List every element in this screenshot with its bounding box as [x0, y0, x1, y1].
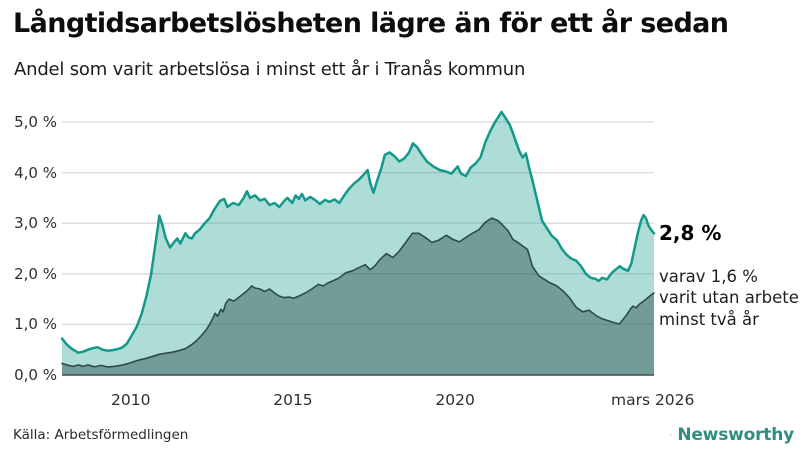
annotation-line-3: minst två år	[659, 309, 759, 329]
x-tick-label: mars 2026	[610, 391, 695, 409]
x-tick-label: 2015	[273, 391, 313, 409]
x-tick-label: 2010	[111, 391, 151, 409]
series-area-2	[62, 218, 654, 375]
series-line-1	[60, 110, 656, 354]
y-tick-label: 2,0 %	[14, 264, 57, 283]
page-title: Långtidsarbetslösheten lägre än för ett …	[13, 8, 729, 39]
brand-logo: Newsworthy	[670, 423, 794, 447]
newsworthy-bar-chart-bubble-icon	[670, 434, 672, 436]
y-tick-label: 3,0 %	[14, 214, 57, 233]
source-attribution: Källa: Arbetsförmedlingen	[13, 427, 189, 443]
series-area-1	[62, 111, 654, 376]
annotation-line-1: varav 1,6 %	[659, 267, 758, 286]
y-tick-label: 1,0 %	[14, 315, 57, 334]
y-tick-label: 4,0 %	[14, 163, 57, 182]
y-tick-label: 0,0 %	[14, 366, 57, 384]
secondary-series-annotation: varav 1,6 % varit utan arbete minst två …	[659, 266, 799, 330]
series-line-2	[61, 217, 655, 368]
y-tick-label: 5,0 %	[14, 113, 57, 131]
annotation-line-2: varit utan arbete	[659, 288, 799, 308]
end-value-label: 2,8 %	[659, 221, 722, 245]
page-subtitle: Andel som varit arbetslösa i minst ett å…	[14, 59, 526, 80]
brand-name: Newsworthy	[677, 425, 794, 445]
x-tick-label: 2020	[435, 391, 475, 409]
